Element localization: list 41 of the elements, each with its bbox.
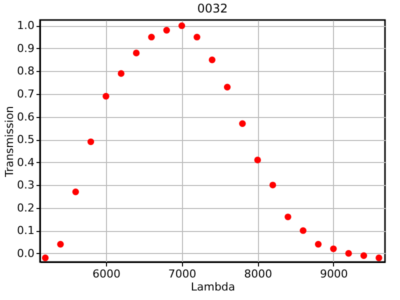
point [239,120,246,127]
x-tick-label: 7000 [168,268,196,280]
point [178,22,186,30]
point [87,138,94,146]
y-tick-label: 0.4 [17,156,34,169]
y-tick-label: 0.2 [17,201,34,214]
y-tick-label: 0.7 [17,87,34,100]
point [284,214,292,220]
point [269,182,276,188]
point [208,56,216,64]
point [42,254,49,262]
point [345,250,352,257]
y-tick-label: 0.6 [17,110,34,124]
y-tick-label: 0.1 [17,224,34,238]
point [57,240,64,248]
x-tick-label: 6000 [92,268,120,280]
point [118,70,124,77]
point [300,227,306,234]
y-tick-label: 0.3 [17,178,34,192]
y-tick-label: 0.0 [17,246,34,260]
point [72,188,79,196]
point [330,245,337,252]
point [314,240,322,248]
x-axis-title: Lambda [190,280,236,294]
y-tick-label: 0.9 [17,42,34,55]
point [194,34,200,40]
point [148,34,155,40]
point [254,156,261,164]
point [360,252,368,259]
x-tick-label: 9000 [320,268,348,280]
point [132,50,140,56]
point [224,84,231,91]
point [376,254,382,262]
point [102,92,110,100]
point [163,26,170,34]
y-tick-label: 0.5 [17,133,34,146]
y-tick-label: 0.8 [17,64,34,78]
x-tick-label: 8000 [244,268,272,280]
y-axis-title: Transmission [3,106,16,178]
chart-title: 0032 [197,2,228,16]
y-tick-label: 1.0 [17,19,34,32]
